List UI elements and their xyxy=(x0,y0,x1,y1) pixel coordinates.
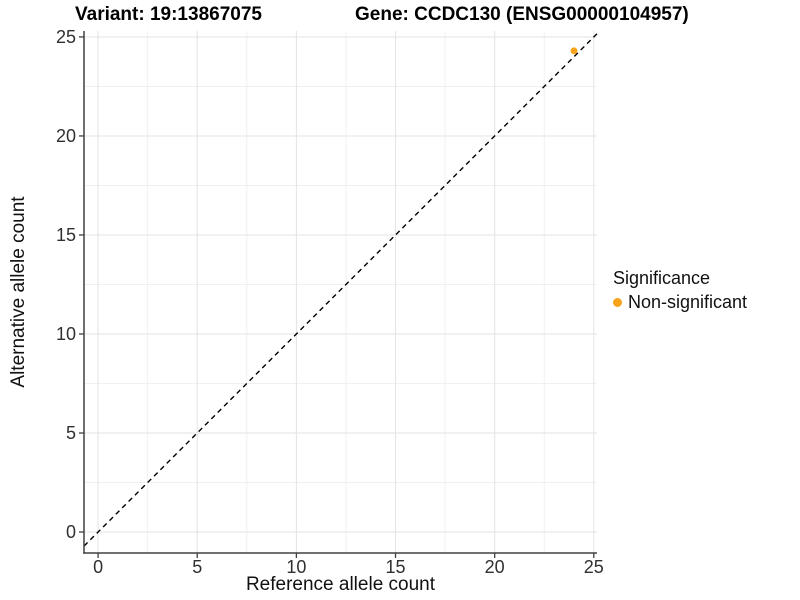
legend-title: Significance xyxy=(613,268,711,288)
identity-line xyxy=(83,33,598,547)
minor-gridlines xyxy=(84,31,597,553)
data-points xyxy=(570,47,578,55)
x-tick-label: 0 xyxy=(93,557,104,577)
x-tick-label: 10 xyxy=(286,557,307,577)
y-tick-label: 25 xyxy=(55,26,76,47)
legend-item-non-significant: Non-significant xyxy=(613,292,747,313)
variant-title: Variant: 19:13867075 xyxy=(75,4,262,25)
y-tick-label: 15 xyxy=(55,224,76,245)
tick-marks xyxy=(79,36,595,558)
x-tick-label: 5 xyxy=(192,557,203,577)
x-tick-label: 25 xyxy=(583,557,604,577)
gene-title: Gene: CCDC130 (ENSG00000104957) xyxy=(355,4,689,25)
legend-item-label: Non-significant xyxy=(628,292,748,312)
y-tick-label: 5 xyxy=(65,422,76,443)
x-tick-label: 20 xyxy=(484,557,505,577)
legend-point-icon xyxy=(613,298,622,307)
scatter-point xyxy=(570,47,578,55)
x-tick-label: 15 xyxy=(385,557,406,577)
y-tick-label: 0 xyxy=(65,522,76,542)
legend: Significance Non-significant xyxy=(613,268,747,313)
axis-lines xyxy=(83,31,597,554)
y-tick-label: 10 xyxy=(55,323,76,344)
y-tick-label: 20 xyxy=(55,125,76,146)
major-gridlines xyxy=(84,31,597,553)
x-axis-title: Reference allele count xyxy=(245,574,436,595)
y-axis-title: Alternative allele count xyxy=(8,196,29,388)
